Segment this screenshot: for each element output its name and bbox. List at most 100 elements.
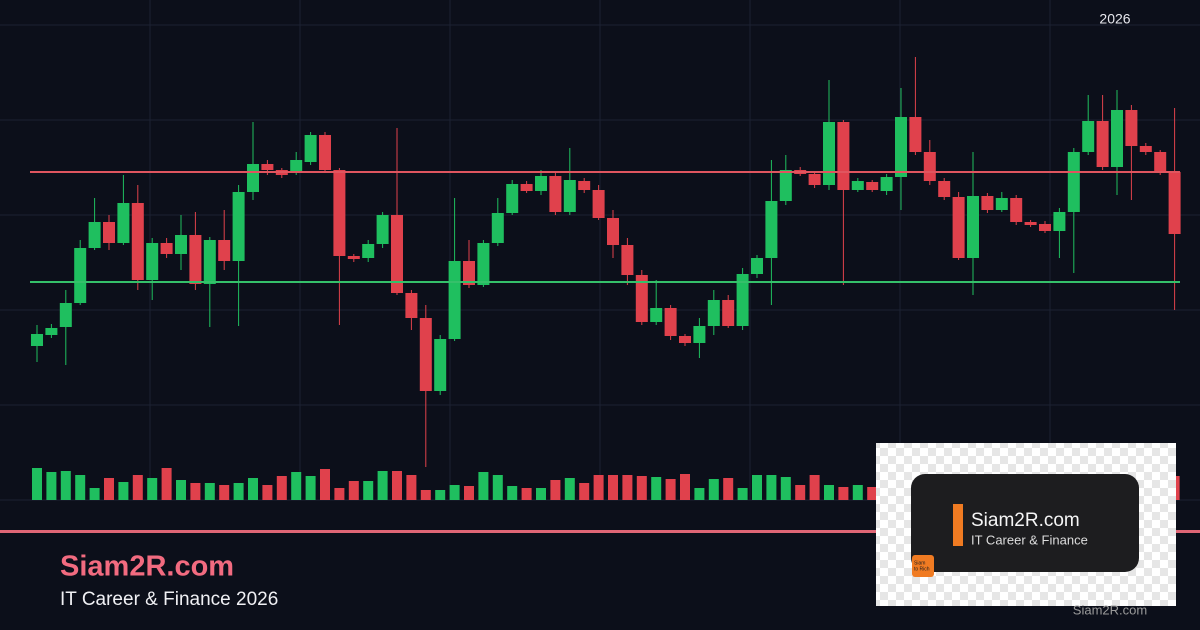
candle-body	[808, 174, 821, 185]
candle-body	[146, 243, 159, 280]
candle-body	[1111, 110, 1123, 167]
candle-body	[923, 152, 936, 181]
volume-bar	[190, 483, 201, 500]
candle-body	[837, 122, 850, 190]
candle-body	[304, 135, 317, 162]
candle-body	[45, 328, 58, 335]
candle-body	[434, 339, 447, 391]
volume-bar	[608, 475, 618, 500]
volume-bar	[46, 472, 57, 500]
volume-bar	[651, 477, 662, 500]
volume-bar	[233, 483, 244, 500]
candle-body	[1010, 198, 1023, 222]
volume-bar	[680, 474, 690, 500]
card	[911, 474, 1139, 572]
candle-body	[1139, 146, 1152, 152]
candle-body	[981, 196, 994, 210]
volume-bar	[104, 478, 114, 500]
watermark: Siam2R.com	[1073, 602, 1147, 617]
candle-body	[203, 240, 216, 284]
volume-bar	[161, 468, 172, 500]
candle-body	[463, 261, 475, 285]
volume-bar	[708, 479, 719, 500]
volume-bar	[89, 488, 100, 500]
candle-body	[1067, 152, 1080, 212]
candle-body	[103, 222, 115, 243]
volume-bar	[564, 478, 575, 500]
candle-body	[549, 176, 562, 212]
candle-body	[823, 122, 835, 185]
divider	[0, 530, 1200, 533]
volume-bar	[824, 485, 834, 500]
candle-body	[895, 117, 907, 177]
candle-body	[1154, 152, 1167, 172]
candle-body	[1082, 121, 1095, 152]
volume-bar	[723, 478, 734, 500]
candle-body	[131, 203, 144, 280]
volume-bar	[622, 475, 633, 500]
volume-bar	[392, 471, 402, 500]
candle-body	[909, 117, 922, 152]
volume-bar	[867, 487, 878, 500]
candle-body	[1096, 121, 1109, 167]
candle-body	[448, 261, 461, 339]
logo-overlay: Siam2R.com IT Career & Finance Siam to R…	[876, 443, 1176, 606]
candle-body	[477, 243, 490, 285]
volume-bar	[305, 476, 316, 500]
candle-body	[319, 135, 331, 170]
candle-body	[160, 243, 173, 254]
candle-body	[419, 318, 432, 391]
candle-body	[751, 258, 763, 274]
candle-body	[578, 181, 591, 190]
candle-body	[967, 196, 979, 258]
volume-bar	[536, 488, 546, 500]
candle-body	[59, 303, 72, 327]
volume-bar	[176, 480, 186, 500]
volume-bar	[348, 481, 359, 500]
candle-body	[362, 244, 375, 258]
volume-bar	[593, 475, 604, 500]
candle-body	[1053, 212, 1066, 231]
candle-body	[491, 213, 504, 243]
volume-bar	[276, 476, 287, 500]
candle-body	[520, 184, 533, 191]
volume-bar	[809, 475, 820, 500]
volume-bar	[478, 472, 489, 500]
candle-body	[607, 218, 619, 245]
candle-body	[736, 274, 749, 326]
candle-body	[347, 256, 360, 259]
volume-bar	[550, 480, 561, 500]
candle-body	[391, 215, 403, 293]
volume-bar	[752, 475, 762, 500]
volume-bar	[449, 485, 460, 500]
volume-bar	[838, 487, 849, 500]
candle-body	[405, 293, 418, 318]
volume-bar	[766, 475, 777, 500]
candle-body	[765, 201, 778, 258]
volume-bar	[132, 475, 143, 500]
candle-body	[621, 245, 634, 275]
volume-bar	[406, 475, 417, 500]
candle-body	[952, 197, 965, 258]
volume-bar	[464, 486, 474, 500]
reference-lines	[30, 171, 1180, 283]
candle-body	[88, 222, 101, 248]
volume-bar	[204, 483, 215, 500]
volume-bar	[75, 475, 86, 500]
candle-body	[376, 215, 389, 244]
card-accent	[953, 504, 963, 546]
candle-body	[232, 192, 245, 261]
candle-body	[535, 176, 547, 191]
logo-text: to Rich	[914, 566, 930, 572]
logo-badge	[912, 555, 934, 577]
card-subtitle: IT Career & Finance	[971, 532, 1088, 547]
candle-body	[851, 181, 864, 190]
candle-body	[880, 177, 893, 191]
volume-bar	[291, 472, 302, 500]
candle-body	[117, 203, 130, 243]
volume-bar	[320, 469, 330, 500]
volume-bar	[219, 485, 230, 500]
candle-body	[1168, 172, 1181, 234]
